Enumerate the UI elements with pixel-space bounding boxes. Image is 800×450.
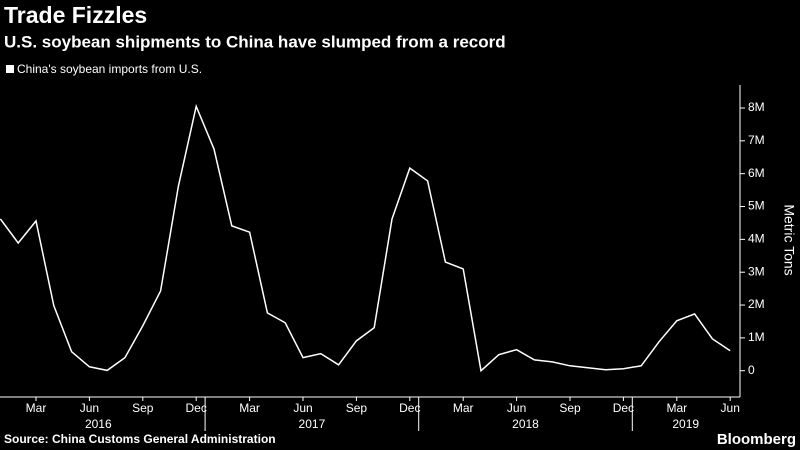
chart-subtitle: U.S. soybean shipments to China have slu…: [4, 32, 506, 51]
line: [0, 103, 731, 373]
x-tick-label: Mar: [666, 401, 687, 415]
y-axis-label: Metric Tons: [781, 204, 797, 275]
legend-swatch: [6, 65, 14, 73]
year-label: 2019: [672, 417, 699, 431]
source: Source: China Customs General Administra…: [4, 432, 276, 446]
x-tick-label: Jun: [507, 401, 526, 415]
x-tick-label: Sep: [346, 401, 368, 415]
x-tick-label: Mar: [453, 401, 474, 415]
x-tick-label: Dec: [399, 401, 420, 415]
x-tick-label: Dec: [613, 401, 634, 415]
x-tick-label: Mar: [26, 401, 47, 415]
y-tick-label: 4M: [748, 232, 765, 246]
y-tick-label: 1M: [748, 330, 765, 344]
x-tick-label: Sep: [559, 401, 581, 415]
year-label: 2018: [512, 417, 539, 431]
y-tick-label: 6M: [748, 166, 765, 180]
y-tick-label: 5M: [748, 199, 765, 213]
y-tick-label: 8M: [748, 100, 765, 114]
x-tick-label: Jun: [721, 401, 740, 415]
legend-label: China's soybean imports from U.S.: [17, 62, 202, 76]
x-tick-label: Mar: [239, 401, 260, 415]
y-tick-label: 3M: [748, 264, 765, 278]
x-tick-label: Jun: [293, 401, 312, 415]
x-tick-label: Sep: [132, 401, 154, 415]
x-tick-label: Jun: [80, 401, 99, 415]
y-tick-label: 2M: [748, 297, 765, 311]
year-label: 2017: [299, 417, 326, 431]
x-tick-label: Dec: [186, 401, 207, 415]
brand: Bloomberg: [717, 431, 796, 448]
y-tick-label: 0: [748, 363, 755, 377]
chart-title: Trade Fizzles: [4, 2, 147, 28]
year-label: 2016: [85, 417, 112, 431]
y-tick-label: 7M: [748, 133, 765, 147]
